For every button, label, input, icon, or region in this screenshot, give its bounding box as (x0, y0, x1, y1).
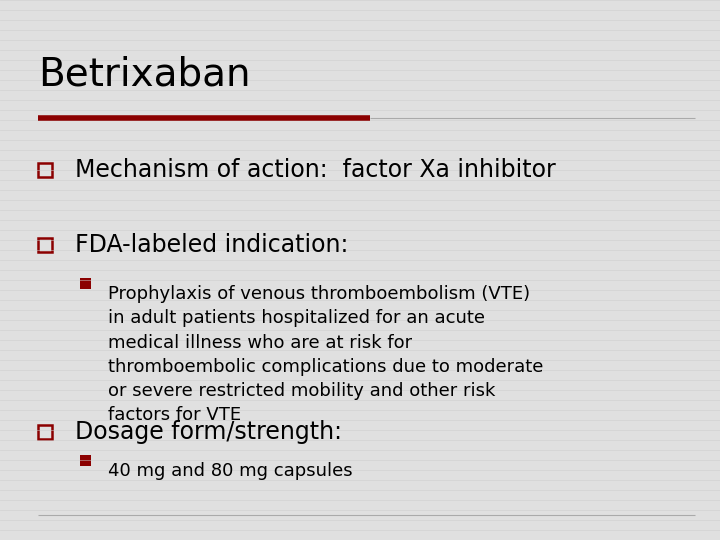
Text: Mechanism of action:  factor Xa inhibitor: Mechanism of action: factor Xa inhibitor (75, 158, 556, 182)
Text: Dosage form/strength:: Dosage form/strength: (75, 420, 342, 444)
Bar (38, 163, 52, 177)
Bar (80, 278, 91, 288)
Text: FDA-labeled indication:: FDA-labeled indication: (75, 233, 348, 257)
Bar (80, 455, 91, 465)
Bar (38, 238, 52, 252)
Bar (38, 425, 52, 439)
Text: Prophylaxis of venous thromboembolism (VTE)
in adult patients hospitalized for a: Prophylaxis of venous thromboembolism (V… (108, 285, 544, 424)
Text: 40 mg and 80 mg capsules: 40 mg and 80 mg capsules (108, 462, 353, 480)
Text: Betrixaban: Betrixaban (38, 56, 251, 94)
